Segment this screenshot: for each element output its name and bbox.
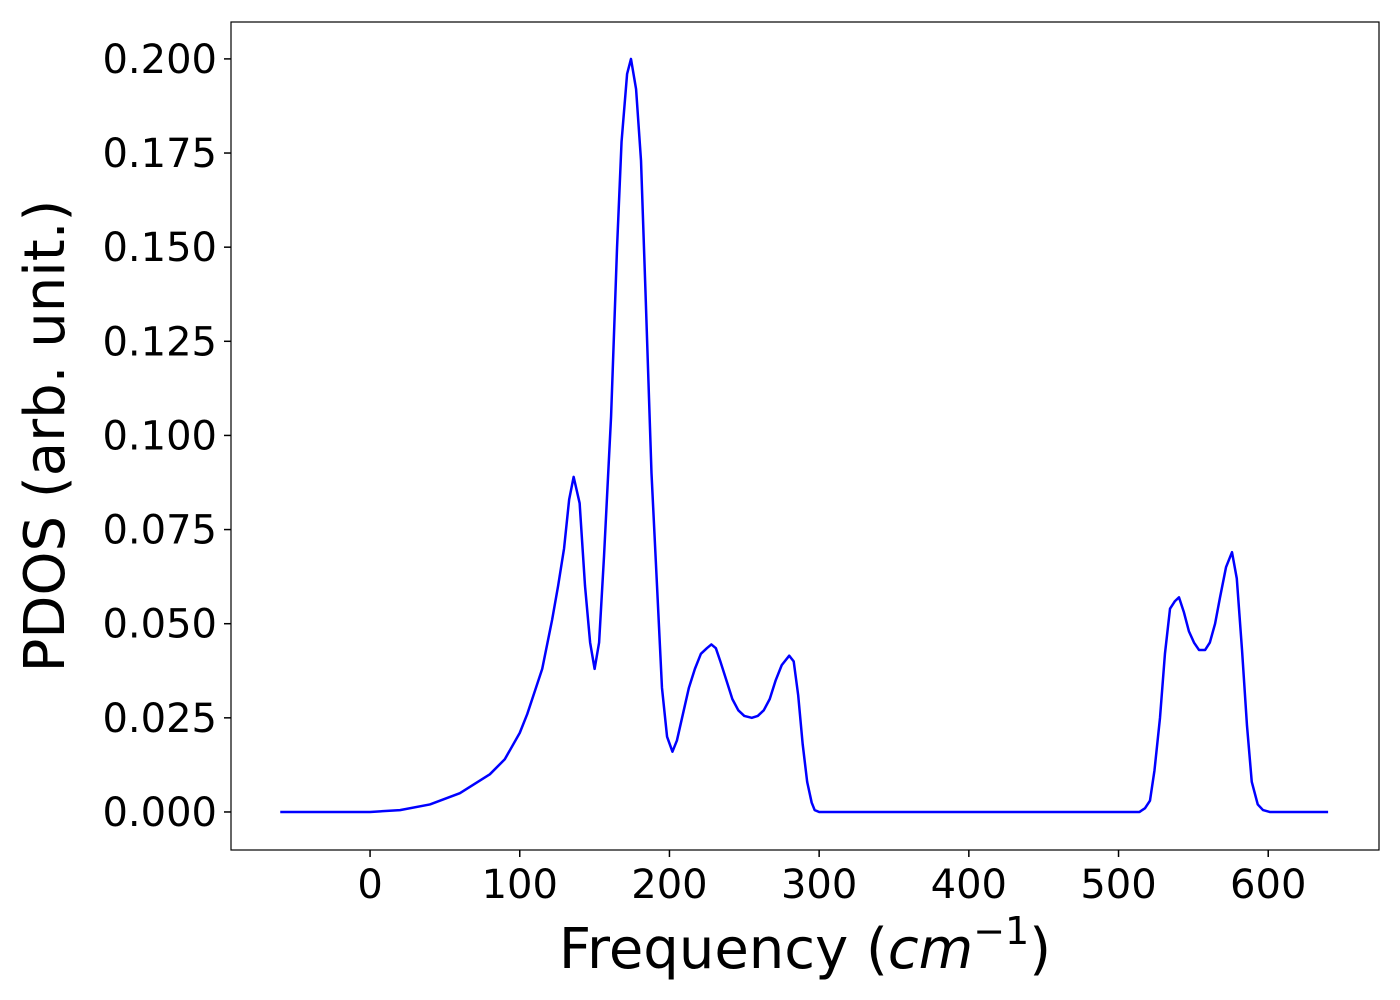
x-tick-label: 500 <box>1080 862 1156 908</box>
x-tick-label: 200 <box>631 862 707 908</box>
y-tick-label: 0.100 <box>102 413 217 459</box>
x-axis-label: Frequency (cm−1) <box>559 909 1051 982</box>
y-tick-label: 0.125 <box>102 319 217 365</box>
y-tick-label: 0.175 <box>102 131 217 177</box>
plot-frame <box>230 21 1380 851</box>
y-tick-label: 0.025 <box>102 696 217 742</box>
y-tick-label: 0.200 <box>102 37 217 83</box>
x-tick-label: 300 <box>781 862 857 908</box>
x-tick-label: 100 <box>482 862 558 908</box>
y-tick-label: 0.000 <box>102 790 217 836</box>
y-axis-label: PDOS (arb. unit.) <box>13 200 78 673</box>
x-tick-label: 0 <box>357 862 382 908</box>
x-label-unit: cm <box>888 917 973 982</box>
x-label-close: ) <box>1029 917 1051 982</box>
x-tick-label: 600 <box>1230 862 1306 908</box>
x-label-exponent: −1 <box>973 909 1029 953</box>
y-tick-label: 0.075 <box>102 508 217 554</box>
x-label-text: Frequency ( <box>559 917 888 982</box>
y-tick-label: 0.150 <box>102 225 217 271</box>
line-series <box>280 57 1329 814</box>
x-tick-label: 400 <box>931 862 1007 908</box>
y-tick-label: 0.050 <box>102 602 217 648</box>
